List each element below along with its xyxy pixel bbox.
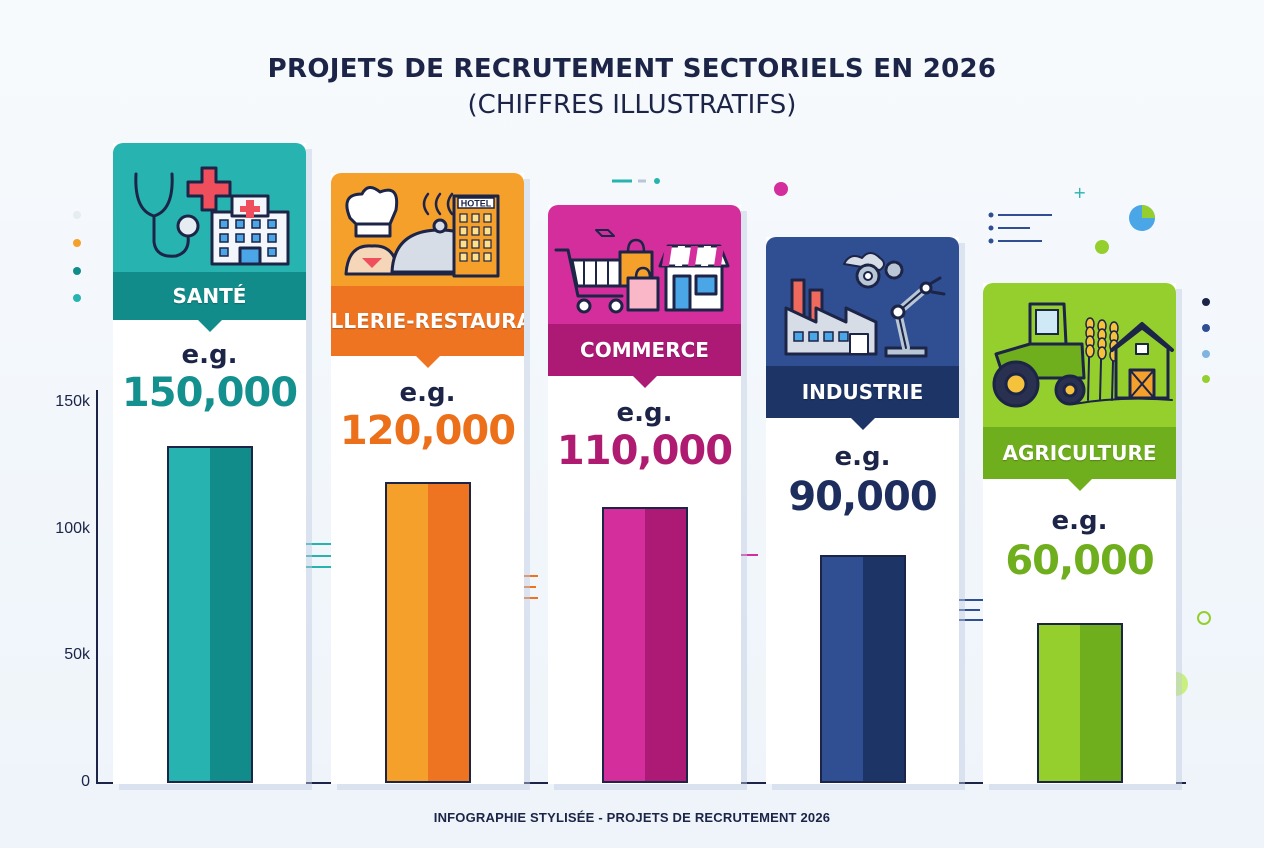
y-tick-label: 100k [55,519,90,537]
data-label-prefix: e.g. [181,340,238,370]
sector-label-line: COMMERCE [580,337,709,362]
y-tick-label: 150k [55,393,90,410]
sector-label-line: SANTÉ [172,283,247,308]
sector-label: INDUSTRIE [766,366,959,418]
shopping-cart-store-icon [554,229,730,314]
data-label-prefix: e.g. [834,442,891,472]
label-pointer [632,376,657,388]
sector-header-panel: COMMERCE [548,205,741,376]
data-label-prefix: e.g. [1051,506,1108,536]
sector-label-line: INDUSTRIE [801,379,924,404]
data-label-prefix: e.g. [616,398,673,428]
sector-label-line: RESTAURATION [414,308,524,333]
footer-caption: INFOGRAPHIE STYLISÉE - PROJETS DE RECRUT… [433,810,831,825]
data-label: 60,000 [1005,538,1154,584]
label-pointer [1067,479,1092,491]
sector-label-line: AGRICULTURE [1002,440,1157,465]
label-pointer [415,356,440,368]
y-tick-label: 50k [64,646,90,664]
svg-text:HOTEL: HOTEL [461,199,492,209]
y-tick-label: 0 [81,773,90,790]
data-label: 90,000 [788,474,937,520]
bar [1037,623,1123,783]
factory-gears-robot-arm-icon [784,252,946,358]
bar [820,555,906,783]
bar [385,481,471,783]
data-label: 110,000 [556,428,733,474]
sector-label: HÔTELLERIE-RESTAURATION [331,286,524,356]
chart-subtitle: (CHIFFRES ILLUSTRATIFS) [467,90,797,120]
chart-title: PROJETS DE RECRUTEMENT SECTORIELS EN 202… [267,54,997,84]
bar [602,506,688,783]
label-pointer [850,418,875,430]
data-label-prefix: e.g. [399,378,456,408]
tractor-wheat-barn-icon [992,302,1174,408]
data-label: 120,000 [339,408,516,454]
y-axis [96,390,98,783]
bar [167,446,253,783]
sector-label-line: HÔTELLERIE- [331,308,415,333]
chef-cloche-hotel-icon: HOTEL [344,186,500,278]
label-pointer [197,320,222,332]
data-label: 150,000 [121,370,298,416]
sector-label: COMMERCE [548,324,741,376]
sector-label: AGRICULTURE [983,427,1176,479]
stethoscope-hospital-icon [134,166,290,266]
sector-label: SANTÉ [113,272,306,320]
